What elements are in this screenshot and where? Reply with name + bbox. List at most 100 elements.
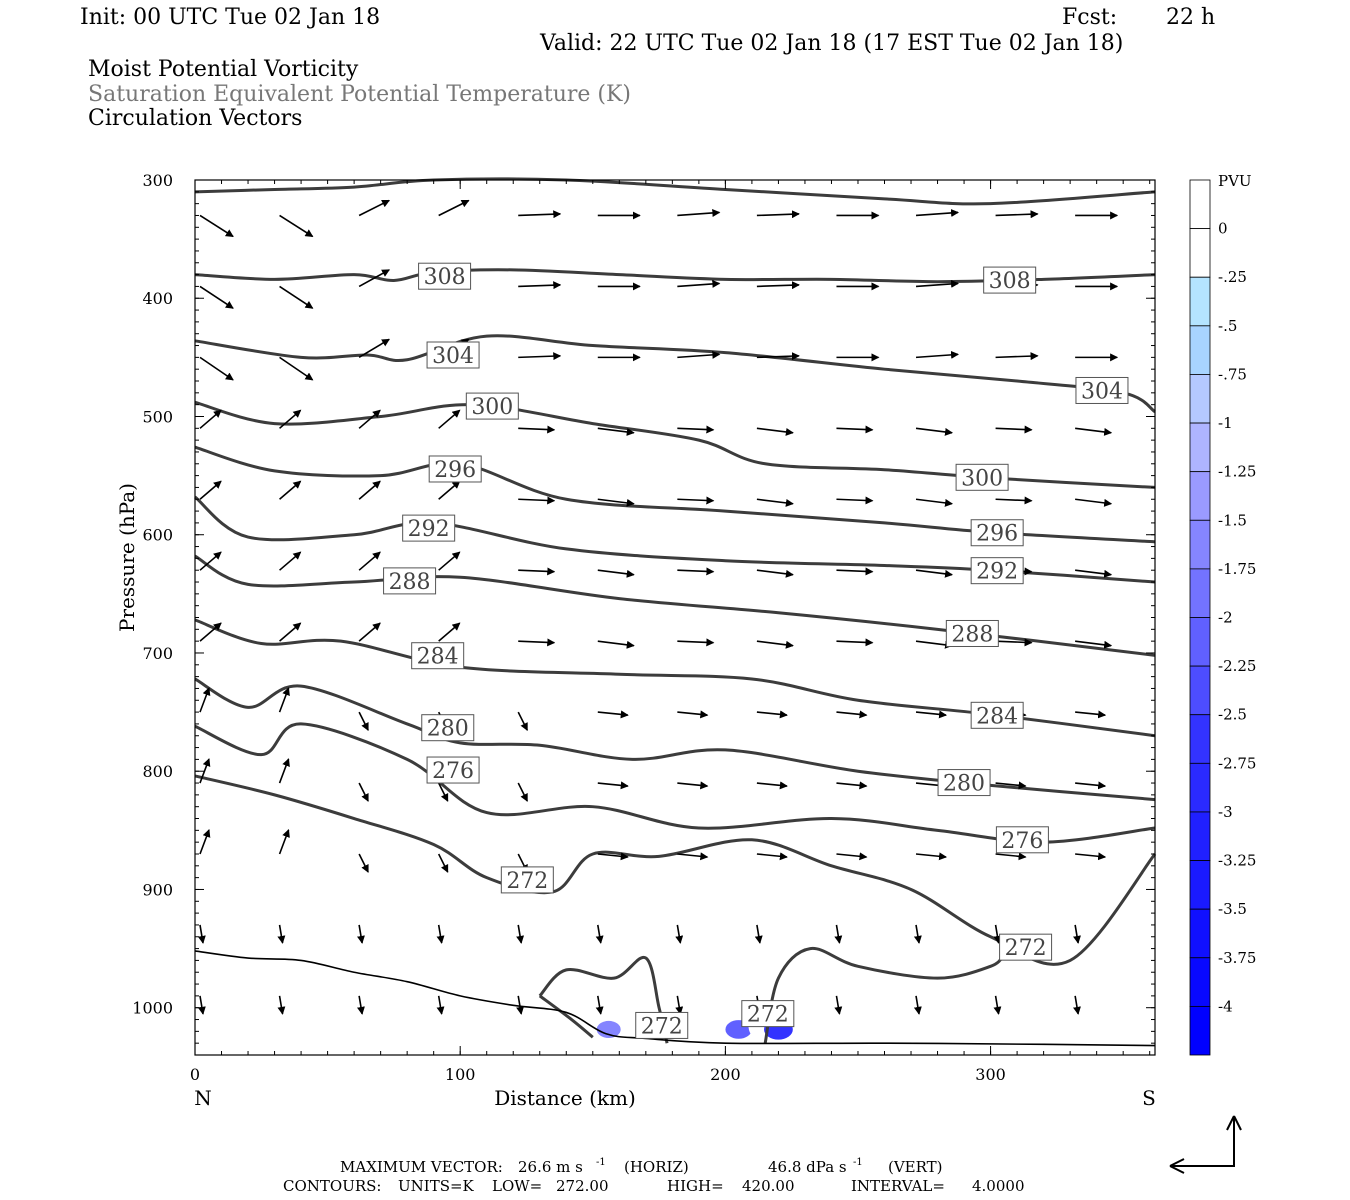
contour-label-text: 292 xyxy=(976,560,1018,585)
y-axis-label: Pressure (hPa) xyxy=(115,483,139,632)
colorbar-bin xyxy=(1189,908,1211,959)
pv-patch xyxy=(853,1017,890,1045)
contour-label-292: 292 xyxy=(970,557,1024,585)
contour-label-280: 280 xyxy=(421,714,475,742)
contour-label-box xyxy=(999,933,1053,961)
contour-label-text: 284 xyxy=(976,704,1018,729)
vector-arrow xyxy=(836,567,874,576)
colorbar-bin xyxy=(1189,325,1211,375)
colorbar-label: -3.5 xyxy=(1218,900,1247,918)
vector-arrow xyxy=(995,781,1027,790)
vector-arrow xyxy=(358,622,381,642)
vector-arrow xyxy=(199,409,222,429)
vector-arrow xyxy=(279,551,302,571)
y-tick-label: 1000 xyxy=(132,999,173,1018)
vector-arrow xyxy=(438,199,470,217)
contour-label-272: 272 xyxy=(999,933,1053,961)
vector-arrow xyxy=(437,853,449,873)
vector-arrow xyxy=(677,496,715,505)
colorbar-label: -4 xyxy=(1218,997,1233,1015)
contour-label-300: 300 xyxy=(465,392,519,420)
vector-arrow xyxy=(756,281,800,290)
contour-label-276: 276 xyxy=(426,756,480,784)
low-value: 272.00 xyxy=(556,1177,609,1195)
vector-arrow xyxy=(1075,781,1107,790)
vert-exponent: -1 xyxy=(853,1157,863,1168)
contour-288 xyxy=(194,554,1156,657)
vector-arrow xyxy=(358,409,381,429)
pv-patch xyxy=(596,1020,621,1038)
vector-arrow xyxy=(437,782,449,802)
contour-label-box xyxy=(635,1011,689,1039)
vector-arrow xyxy=(913,924,922,944)
contour-label-304: 304 xyxy=(426,341,480,369)
contour-label-box xyxy=(428,455,482,483)
vector-arrow xyxy=(199,687,211,713)
colorbar-label: -3 xyxy=(1218,803,1233,821)
contour-label-text: 304 xyxy=(1081,379,1123,404)
max-vector-label: MAXIMUM VECTOR: xyxy=(340,1158,503,1176)
reference-arrow-horiz xyxy=(1169,1158,1185,1174)
colorbar-bin xyxy=(1189,568,1211,618)
contour-label-288: 288 xyxy=(383,567,437,595)
vector-arrow xyxy=(438,409,461,429)
contour-label-text: 272 xyxy=(1005,936,1047,961)
vector-arrow xyxy=(1075,569,1113,578)
vector-arrow xyxy=(1075,427,1113,436)
colorbar-label: -1.25 xyxy=(1218,463,1256,481)
colorbar-bin xyxy=(1189,957,1211,1007)
contour-label-308: 308 xyxy=(418,262,472,290)
vector-arrow xyxy=(836,425,874,434)
field-title-vectors: Circulation Vectors xyxy=(88,106,303,131)
init-time: Init: 00 UTC Tue 02 Jan 18 xyxy=(80,5,381,30)
contour-308 xyxy=(194,177,1156,206)
vector-arrow xyxy=(677,567,715,576)
contour-label-284: 284 xyxy=(970,701,1024,729)
vector-arrow xyxy=(597,498,635,507)
contour-label-text: 296 xyxy=(976,522,1018,547)
vector-arrow xyxy=(199,214,234,238)
vector-arrow xyxy=(756,427,794,436)
contour-label-text: 308 xyxy=(424,265,466,290)
x-tick-label: 300 xyxy=(975,1065,1006,1084)
vector-arrow xyxy=(438,551,461,571)
x-tick-label: 0 xyxy=(190,1065,200,1084)
pv-patch xyxy=(1052,1023,1089,1051)
low-label: LOW= xyxy=(492,1177,543,1195)
vector-arrow xyxy=(357,995,365,1015)
contour-label-box xyxy=(983,266,1037,294)
vector-arrow xyxy=(517,711,528,731)
contours-label: CONTOURS: xyxy=(283,1177,382,1195)
colorbar-label: -.5 xyxy=(1218,317,1237,335)
contour-label-text: 292 xyxy=(408,517,450,542)
contour-label-272: 272 xyxy=(741,1000,795,1028)
contour-label-box xyxy=(418,262,472,290)
colorbar-bin xyxy=(1189,276,1211,327)
vector-arrow xyxy=(756,210,800,219)
contour-label-text: 272 xyxy=(747,1003,789,1028)
vector-arrow xyxy=(277,995,286,1015)
vector-arrow xyxy=(677,638,715,647)
colorbar-bin xyxy=(1189,811,1211,861)
contour-label-box xyxy=(500,866,554,894)
contour-label-276: 276 xyxy=(995,826,1049,854)
vector-arrow xyxy=(836,638,874,647)
vector-arrow xyxy=(995,352,1039,361)
vector-arrow xyxy=(677,425,715,434)
contour-label-text: 288 xyxy=(951,622,993,647)
field-title-mpv: Moist Potential Vorticity xyxy=(88,57,359,82)
contour-300 xyxy=(194,400,1156,489)
vector-arrow xyxy=(199,829,211,855)
y-tick-label: 500 xyxy=(142,407,173,426)
vector-arrow xyxy=(199,758,211,784)
contour-labels: 308 308 304 304 300 300 296 296 292 292 288 288 284 2… xyxy=(383,262,1129,1039)
vector-arrow xyxy=(358,551,381,571)
vector-arrow xyxy=(279,622,302,642)
colorbar-bin xyxy=(1189,617,1211,667)
vector-arrow xyxy=(834,995,843,1015)
colorbar-label: -3.75 xyxy=(1218,949,1256,967)
contour-label-box xyxy=(426,341,480,369)
contour-label-text: 308 xyxy=(989,269,1031,294)
vector-arrow xyxy=(199,356,234,381)
vector-arrow xyxy=(199,622,222,642)
